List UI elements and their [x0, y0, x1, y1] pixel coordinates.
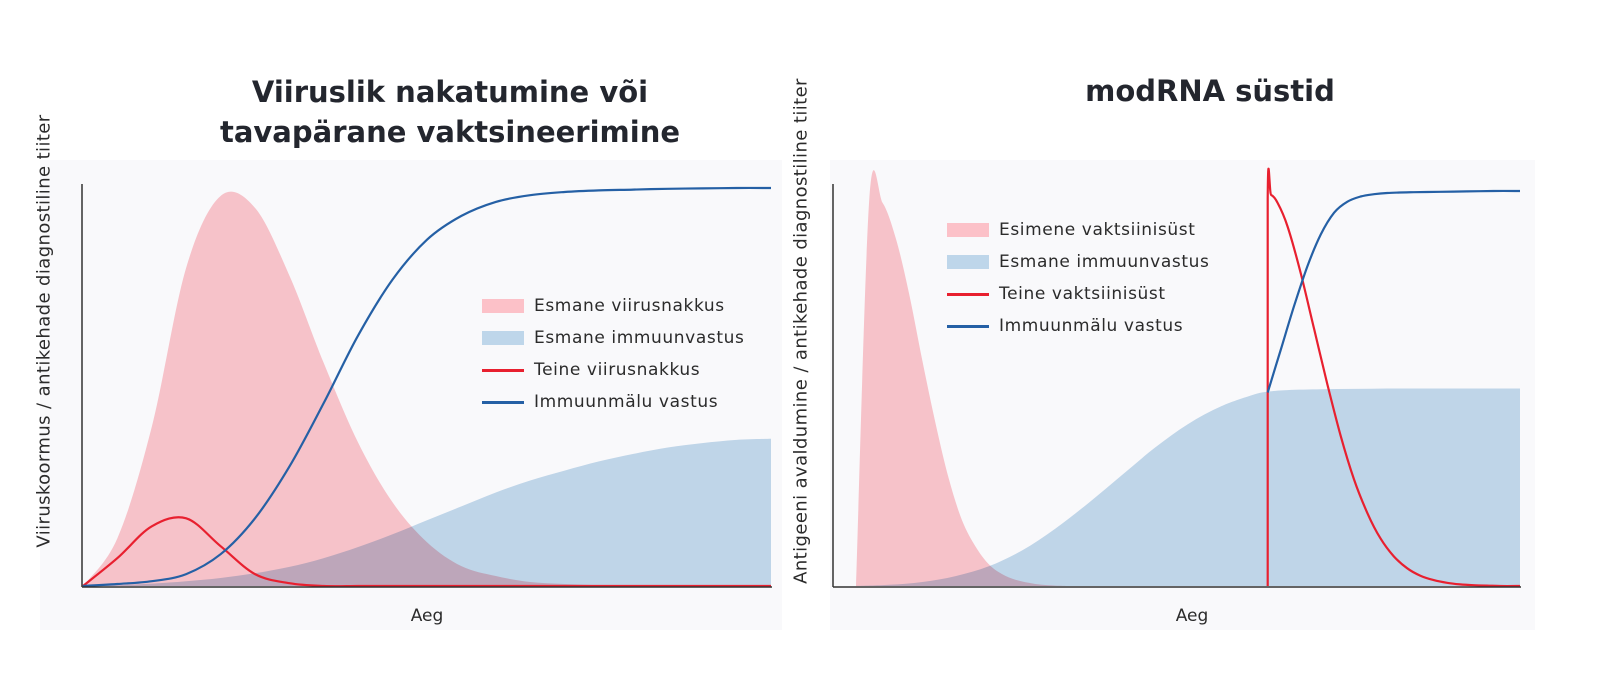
legend-item: Teine viirusnakkus: [482, 354, 744, 386]
legend-swatch-second-infection: [482, 368, 524, 372]
legend-swatch-memory-response: [482, 400, 524, 404]
legend-label: Esimene vaktsiinisüst: [999, 220, 1196, 240]
legend-swatch-primary-immune: [947, 255, 989, 269]
legend-swatch-first-dose: [947, 223, 989, 237]
legend-item: Immuunmälu vastus: [482, 386, 744, 418]
legend-item: Esmane immuunvastus: [482, 322, 744, 354]
legend-label: Teine viirusnakkus: [534, 360, 701, 380]
legend-item: Esimene vaktsiinisüst: [947, 214, 1209, 246]
left-chart-title: Viiruslik nakatumine või tavapärane vakt…: [180, 72, 720, 152]
line-teine-vaktsiinisust: [1266, 167, 1521, 588]
line-teine-viirusnakkus: [82, 516, 771, 588]
area-esmane-immuunvastus: [83, 438, 771, 586]
legend-swatch-second-dose: [947, 292, 989, 296]
right-chart-title: modRNA süstid: [1000, 71, 1420, 111]
area-esimene-vaktsiinisust: [856, 170, 1069, 587]
legend-label: Esmane immuunvastus: [999, 252, 1210, 272]
legend-swatch-primary-immune: [482, 331, 524, 345]
right-x-axis-label: Aeg: [1175, 606, 1209, 626]
area-esmane-viirusnakkus: [83, 191, 771, 587]
line-immuunmalu-vastus: [82, 186, 772, 588]
legend-label: Immuunmälu vastus: [999, 316, 1184, 336]
legend-item: Esmane viirusnakkus: [482, 290, 744, 322]
legend-label: Esmane viirusnakkus: [534, 296, 725, 316]
legend-swatch-primary-infection: [482, 299, 524, 313]
legend-label: Immuunmälu vastus: [534, 392, 719, 412]
legend-label: Teine vaktsiinisüst: [999, 284, 1166, 304]
legend-item: Immuunmälu vastus: [947, 310, 1209, 342]
left-legend: Esmane viirusnakkus Esmane immuunvastus …: [482, 290, 744, 418]
legend-swatch-memory-response: [947, 324, 989, 328]
legend-item: Esmane immuunvastus: [947, 246, 1209, 278]
right-chart-plot: [832, 167, 1521, 588]
left-title-line-2: tavapärane vaktsineerimine: [219, 115, 681, 149]
area-esmane-immuunvastus: [856, 388, 1520, 586]
line-immuunmalu-vastus: [1266, 189, 1521, 393]
legend-item: Teine vaktsiinisüst: [947, 278, 1209, 310]
right-legend: Esimene vaktsiinisüst Esmane immuunvastu…: [947, 214, 1209, 342]
left-x-axis-label: Aeg: [410, 606, 444, 626]
left-chart-plot: [81, 184, 772, 588]
right-title-line-1: modRNA süstid: [1085, 74, 1335, 108]
left-title-line-1: Viiruslik nakatumine või: [251, 75, 649, 109]
legend-label: Esmane immuunvastus: [534, 328, 745, 348]
